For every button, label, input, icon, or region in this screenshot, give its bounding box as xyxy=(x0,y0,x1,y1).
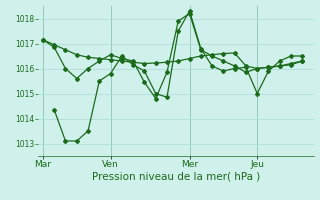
X-axis label: Pression niveau de la mer( hPa ): Pression niveau de la mer( hPa ) xyxy=(92,172,260,182)
